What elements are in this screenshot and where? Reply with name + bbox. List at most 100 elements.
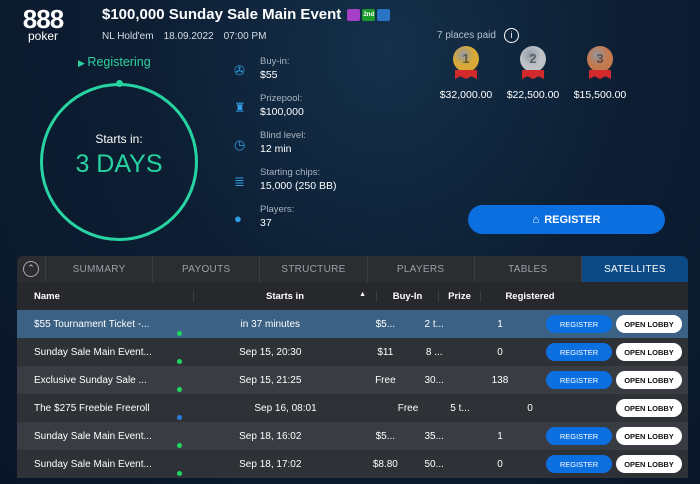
row-register-button[interactable]: REGISTER: [546, 343, 612, 361]
chip-icon: ✇: [234, 63, 245, 78]
column-registered[interactable]: Registered: [505, 290, 555, 302]
tournament-panel: ⌃ SUMMARY PAYOUTS STRUCTURE PLAYERS TABLES SA…: [17, 256, 688, 478]
registered-count: 0: [497, 458, 503, 470]
registered-count: 0: [497, 346, 503, 358]
column-starts-in[interactable]: Starts in ▲: [194, 290, 377, 302]
starts-in: Sep 18, 17:02: [239, 458, 302, 470]
tab-players[interactable]: PLAYERS: [366, 256, 474, 282]
open-lobby-button[interactable]: OPEN LOBBY: [616, 399, 682, 417]
info-label: Starting chips:: [260, 167, 321, 178]
prize: 5 t...: [450, 402, 470, 414]
prize: 8 ...: [425, 346, 443, 358]
medal-icon: 3: [587, 46, 613, 72]
buy-in: $8.80: [372, 458, 398, 470]
open-lobby-button[interactable]: OPEN LOBBY: [616, 315, 682, 333]
registration-status: ▶ Registering: [78, 55, 151, 69]
tab-summary[interactable]: SUMMARY: [45, 256, 152, 282]
table-row[interactable]: Sunday Sale Main Event... Sep 18, 16:02 $5…: [17, 422, 688, 450]
row-register-button[interactable]: REGISTER: [546, 427, 612, 445]
calendar-icon: [377, 8, 391, 21]
status-dot: [177, 470, 182, 476]
register-button[interactable]: ⌂ REGISTER: [468, 205, 665, 234]
name-text: Sunday Sale Main Event...: [34, 346, 152, 358]
prize: 35...: [424, 430, 444, 442]
medal-icon: 1: [453, 46, 479, 72]
info-value: 37: [260, 217, 272, 229]
info-row: ● Players: 37: [234, 204, 336, 241]
open-lobby-button[interactable]: OPEN LOBBY: [616, 427, 682, 445]
registered-count: 1: [497, 318, 503, 330]
info-label: Prizepool:: [260, 93, 303, 104]
row-actions: REGISTER OPEN LOBBY: [546, 343, 688, 361]
tab-structure[interactable]: STRUCTURE: [259, 256, 366, 282]
satellites-list: $55 Tournament Ticket -... in 37 minutes $…: [17, 310, 688, 478]
buy-in: $11: [377, 346, 394, 358]
game-type: NL Hold'em: [102, 31, 154, 42]
collapse-button[interactable]: ⌃: [17, 256, 45, 282]
row-actions: REGISTER OPEN LOBBY: [546, 371, 688, 389]
medal-icon: 2: [520, 46, 546, 72]
tab-bar: ⌃ SUMMARY PAYOUTS STRUCTURE PLAYERS TABLES SA…: [17, 256, 688, 282]
name-text: The $275 Freebie Freeroll: [34, 402, 150, 414]
row-register-button[interactable]: REGISTER: [546, 455, 612, 473]
ribbon-icon: [589, 70, 611, 79]
table-header: Name Starts in ▲ Buy-In Prize Registered: [17, 282, 688, 310]
tab-payouts[interactable]: PAYOUTS: [152, 256, 259, 282]
status-dot: [177, 442, 182, 448]
registered-count: 0: [527, 402, 533, 414]
open-lobby-button[interactable]: OPEN LOBBY: [616, 343, 682, 361]
column-name[interactable]: Name: [17, 290, 194, 302]
starts-in: Sep 18, 16:02: [239, 430, 302, 442]
open-lobby-button[interactable]: OPEN LOBBY: [616, 371, 682, 389]
tournament-badges: 2nd: [347, 8, 391, 21]
table-row[interactable]: The $275 Freebie Freeroll Sep 16, 08:01 Fr…: [17, 394, 688, 422]
info-text: Blind level: 12 min: [260, 130, 306, 167]
column-buy-in[interactable]: Buy-In: [377, 290, 439, 302]
registered-count: 138: [491, 374, 509, 386]
table-row[interactable]: Exclusive Sunday Sale ... Sep 15, 21:25 Fr…: [17, 366, 688, 394]
starts-in: Sep 15, 20:30: [239, 346, 302, 358]
tab-satellites[interactable]: SATELLITES: [580, 256, 688, 282]
name-text: Exclusive Sunday Sale ...: [34, 374, 147, 386]
column-prize[interactable]: Prize: [439, 290, 481, 302]
row-register-button[interactable]: REGISTER: [546, 315, 612, 333]
starts-in: in 37 minutes: [240, 318, 301, 330]
info-icon[interactable]: i: [503, 28, 519, 43]
table-row[interactable]: Sunday Sale Main Event... Sep 15, 20:30 $1…: [17, 338, 688, 366]
table-row[interactable]: $55 Tournament Ticket -... in 37 minutes $…: [17, 310, 688, 338]
tab-tables[interactable]: TABLES: [473, 256, 581, 282]
row-register-button[interactable]: REGISTER: [546, 371, 612, 389]
countdown-ring: Starts in: 3 DAYS: [40, 83, 198, 241]
payout-amount: $32,000.00: [439, 89, 493, 101]
ribbon-icon: [455, 70, 477, 79]
info-row: ✇ Buy-in: $55: [234, 56, 336, 93]
open-lobby-button[interactable]: OPEN LOBBY: [616, 455, 682, 473]
title-bar: $100,000 Sunday Sale Main Event 2nd: [102, 6, 391, 23]
status-dot: [177, 330, 182, 336]
row-actions: REGISTER OPEN LOBBY: [546, 455, 688, 473]
row-actions: REGISTER OPEN LOBBY: [546, 427, 688, 445]
tournament-subtitle: NL Hold'em 18.09.2022 07:00 PM: [102, 31, 266, 42]
satellite-name: Sunday Sale Main Event...: [17, 458, 184, 476]
places-paid: 7 places paid i: [437, 28, 519, 43]
info-text: Prizepool: $100,000: [260, 93, 304, 130]
info-value: 12 min: [260, 143, 292, 155]
ribbon-icon: [522, 70, 544, 79]
table-row[interactable]: Sunday Sale Main Event... Sep 18, 17:02 $8…: [17, 450, 688, 478]
buy-in: $5...: [375, 318, 396, 330]
prize: 50...: [424, 458, 444, 470]
name-text: Sunday Sale Main Event...: [34, 458, 152, 470]
trophy-icon: ♜: [234, 100, 246, 115]
sort-asc-icon: ▲: [359, 290, 366, 298]
row-actions: REGISTER OPEN LOBBY: [546, 315, 688, 333]
tournament-info: ✇ Buy-in: $55 ♜ Prizepool: $100,000 ◷ Blind lev…: [234, 56, 336, 241]
row-actions: OPEN LOBBY: [579, 399, 688, 417]
user-icon: ●: [234, 211, 242, 226]
info-value: $55: [260, 69, 278, 81]
info-value: 15,000 (250 BB): [260, 180, 337, 192]
status-dot: [177, 386, 182, 392]
info-text: Players: 37: [260, 204, 294, 241]
starts-in: Sep 16, 08:01: [254, 402, 317, 414]
name-text: $55 Tournament Ticket -...: [34, 318, 150, 330]
info-label: Buy-in:: [260, 56, 290, 67]
